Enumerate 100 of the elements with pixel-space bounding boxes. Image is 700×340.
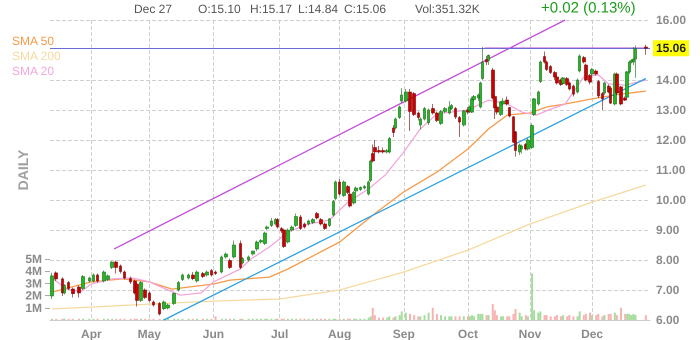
- x-tick-label: Oct: [458, 327, 478, 340]
- candlestick: [485, 56, 488, 66]
- text: C:15.06: [344, 2, 386, 16]
- y2-tick-label: 2M: [25, 288, 42, 303]
- candlestick: [50, 272, 54, 300]
- bar: [492, 304, 494, 320]
- bar: [616, 315, 618, 320]
- candlestick: [158, 302, 161, 316]
- candlestick: [462, 110, 466, 127]
- candlestick: [135, 282, 139, 307]
- text: SMA 50: [12, 34, 54, 48]
- line-series: [51, 184, 647, 310]
- candlestick: [539, 60, 542, 84]
- bar: [568, 315, 570, 320]
- candlestick: [61, 277, 64, 296]
- y-tick-label: 12.00: [656, 133, 686, 147]
- bar: [634, 315, 637, 320]
- candlestick: [282, 228, 286, 248]
- y-tick-label: 16.00: [656, 13, 686, 27]
- candlestick: [162, 300, 166, 310]
- bar: [584, 314, 587, 320]
- candlestick: [590, 68, 594, 76]
- candlestick: [81, 274, 85, 290]
- candlestick: [143, 288, 147, 300]
- text: H:15.17: [250, 2, 292, 16]
- candlestick: [92, 273, 95, 283]
- text: +0.02 (0.13%): [541, 0, 636, 16]
- bar: [462, 316, 465, 320]
- candlestick: [392, 124, 395, 138]
- y-tick-label: 7.00: [656, 283, 680, 297]
- candlestick: [487, 54, 490, 66]
- x-tick-label: Jun: [202, 327, 224, 340]
- text: O:15.10: [198, 2, 242, 16]
- candlestick: [205, 270, 209, 277]
- candlestick: [334, 180, 337, 200]
- candlestick: [338, 178, 341, 196]
- candlestick: [270, 218, 273, 228]
- candlestick: [166, 303, 170, 310]
- candlestick: [427, 108, 430, 126]
- bar: [404, 312, 407, 320]
- candlestick: [255, 240, 259, 252]
- bar: [537, 312, 540, 320]
- x-tick-label: Jul: [270, 327, 288, 340]
- candlestick: [479, 81, 482, 109]
- bar: [372, 308, 374, 320]
- bar: [370, 316, 372, 320]
- bar: [500, 316, 502, 320]
- candlestick: [439, 110, 443, 126]
- candlestick: [177, 280, 180, 292]
- bar: [589, 312, 591, 320]
- y-tick-label: 11.00: [656, 163, 686, 177]
- candlestick: [241, 256, 244, 265]
- candlestick: [518, 143, 521, 156]
- candlestick: [644, 44, 648, 56]
- bar: [550, 316, 552, 320]
- bar: [614, 312, 616, 320]
- bar: [554, 316, 556, 320]
- candlestick: [609, 86, 612, 104]
- candlestick: [274, 218, 277, 226]
- candlestick: [276, 218, 279, 229]
- candlestick: [123, 270, 126, 280]
- candlestick: [352, 190, 356, 205]
- candlestick: [508, 106, 511, 118]
- candlestick: [114, 260, 118, 274]
- bar: [506, 316, 508, 320]
- candlestick: [181, 273, 184, 282]
- candlestick: [110, 260, 114, 270]
- candlestick: [286, 228, 290, 244]
- bar: [481, 314, 484, 320]
- candlestick: [481, 46, 484, 80]
- candlestick: [311, 218, 315, 224]
- candlestick: [54, 271, 58, 282]
- x-tick-label: Dec: [581, 327, 604, 340]
- candlestick: [594, 69, 598, 76]
- x-tick-label: Nov: [518, 327, 542, 340]
- bar: [469, 316, 471, 320]
- bar: [400, 311, 403, 320]
- candlestick: [88, 276, 91, 283]
- bar: [444, 316, 446, 320]
- bar: [518, 312, 521, 320]
- bar: [644, 315, 647, 320]
- bar: [595, 315, 598, 320]
- bar: [398, 315, 401, 320]
- bar: [413, 315, 416, 320]
- bar: [479, 314, 482, 320]
- candlestick: [294, 213, 298, 228]
- candlestick: [228, 258, 232, 270]
- ref-line-label: 15.06: [656, 41, 686, 56]
- bar: [502, 316, 504, 320]
- candlestick: [247, 255, 250, 262]
- candlestick: [572, 84, 575, 97]
- text: L:14.84: [298, 2, 338, 16]
- candlestick: [381, 147, 385, 154]
- candlestick: [603, 81, 606, 96]
- y2-tick-label: 3M: [25, 276, 42, 290]
- candlestick: [565, 76, 569, 86]
- candlestick: [470, 96, 474, 114]
- bar: [543, 315, 546, 320]
- candlestick: [388, 136, 391, 154]
- bar: [440, 315, 442, 320]
